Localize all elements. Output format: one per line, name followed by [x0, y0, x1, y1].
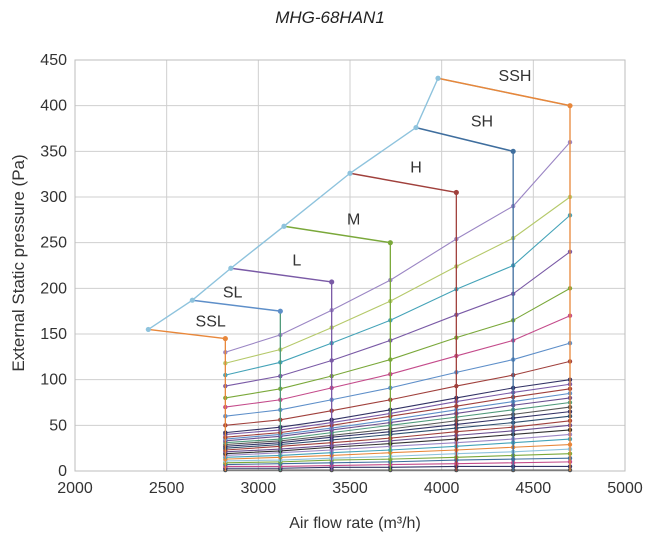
- speed-point: [567, 103, 573, 109]
- speed-point: [228, 265, 234, 271]
- x-tick-label: 4000: [424, 480, 460, 497]
- speed-label: L: [292, 253, 301, 270]
- speed-line: [230, 267, 332, 283]
- series-lines: [145, 75, 573, 473]
- speed-line: [415, 126, 514, 153]
- series-line: [225, 315, 571, 408]
- series-line: [225, 251, 571, 387]
- speed-point: [189, 297, 195, 303]
- series-line: [225, 438, 571, 458]
- speed-label: SSH: [499, 68, 532, 85]
- y-tick-label: 400: [40, 98, 67, 115]
- x-tick-label: 2000: [57, 480, 93, 497]
- x-tick-label: 3500: [332, 480, 368, 497]
- speed-label: SL: [223, 284, 243, 301]
- envelope-outline: [147, 77, 571, 331]
- plot-frame: [74, 59, 626, 472]
- speed-label: SH: [471, 114, 493, 131]
- speed-point: [453, 189, 459, 196]
- speed-point: [510, 148, 516, 154]
- speed-point: [281, 223, 287, 229]
- x-axis-label: Air flow rate (m³/h): [289, 515, 421, 532]
- speed-label: H: [410, 159, 422, 176]
- series-line: [225, 360, 571, 426]
- speed-label: M: [347, 211, 360, 228]
- grid: [74, 59, 626, 472]
- y-tick-label: 50: [49, 417, 67, 434]
- speed-point: [413, 124, 419, 131]
- speed-point: [277, 308, 283, 314]
- speed-line: [283, 225, 391, 244]
- chart-title: MHG-68HAN1: [275, 8, 385, 27]
- y-tick-label: 0: [58, 463, 67, 480]
- speed-line: [148, 328, 226, 340]
- x-tick-label: 5000: [607, 480, 643, 497]
- envelope-labels: SSL SL L M H SH SSH: [196, 68, 532, 331]
- speed-point: [435, 75, 441, 81]
- axes: 2000 2500 3000 3500 4000 4500 5000 0 50 100 150 200…: [40, 52, 643, 497]
- speed-line: [349, 172, 457, 194]
- speed-point: [145, 326, 151, 333]
- speed-label: SSL: [196, 314, 226, 331]
- speed-line: [192, 299, 281, 312]
- y-tick-label: 250: [40, 235, 67, 252]
- series-line: [225, 287, 571, 399]
- speed-point: [347, 170, 353, 176]
- x-tick-label: 3000: [241, 480, 277, 497]
- speed-line: [437, 77, 571, 107]
- y-tick-label: 450: [40, 52, 67, 69]
- x-tick-label: 2500: [149, 480, 185, 497]
- y-tick-label: 350: [40, 143, 67, 160]
- y-tick-label: 200: [40, 280, 67, 297]
- y-tick-label: 150: [40, 326, 67, 343]
- speed-point: [329, 279, 335, 285]
- series-line: [225, 214, 571, 376]
- speed-point: [222, 335, 228, 342]
- x-tick-label: 4500: [516, 480, 552, 497]
- y-tick-label: 300: [40, 189, 67, 206]
- speed-point: [387, 240, 393, 246]
- series-line: [225, 141, 571, 353]
- y-tick-label: 100: [40, 372, 67, 389]
- y-axis-label: External Static pressure (Pa): [9, 154, 28, 371]
